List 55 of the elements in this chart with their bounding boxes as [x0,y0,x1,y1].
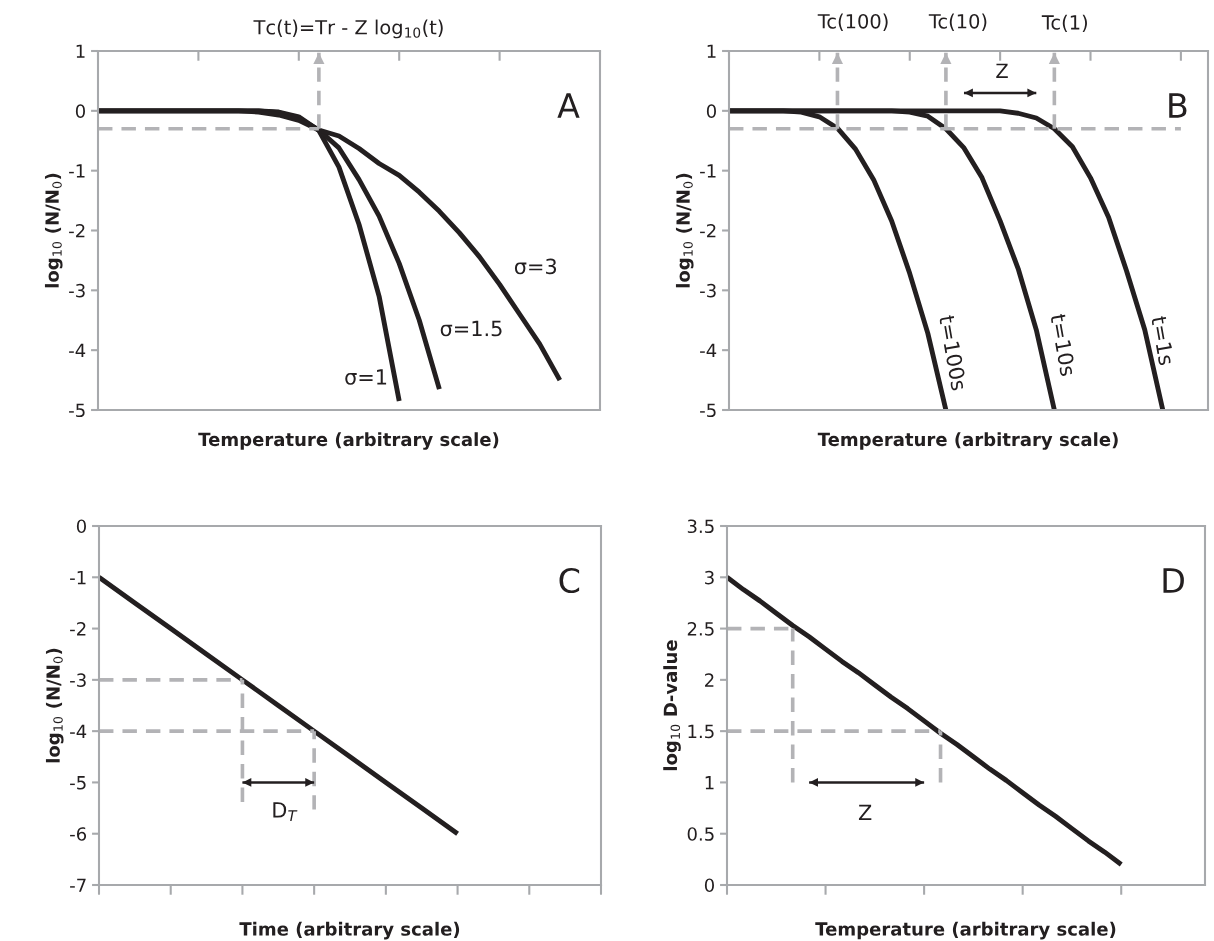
y-tick-label: 1 [705,776,714,790]
y-tick-label: -4 [700,343,717,358]
x-axis-title: Temperature (arbitrary scale) [815,921,1116,940]
x-axis-title: Time (arbitrary scale) [239,921,460,940]
y-tick-label: 0 [706,104,716,118]
y-tick-label: -2 [70,622,86,636]
x-axis-title: Temperature (arbitrary scale) [817,432,1118,450]
y-tick-label: -3 [70,673,86,687]
annotation: t=1s [1150,315,1175,366]
y-tick-label: -7 [70,878,86,892]
y-axis-title: log$_{10}$ (N/N$_{0}$) [45,648,64,763]
y-tick-label: 3.5 [687,519,714,534]
y-tick-label: -1 [700,164,716,178]
annotation: Z [996,63,1008,78]
text: Tc(100) [817,13,888,31]
y-tick-label: -3 [69,283,85,298]
y-tick-label: -1 [70,570,86,585]
text: Tc(10) [928,13,987,31]
y-tick-label: 0 [704,878,714,893]
y-tick-label: 1 [707,44,716,58]
y-tick-label: -1 [69,164,85,178]
y-axis-title: log$_{10}$ D-value [663,640,681,771]
annotation: σ=1 [345,369,387,385]
y-tick-label: 1 [76,44,85,58]
y-tick-label: -4 [69,343,86,358]
text: Tc(1) [1041,14,1087,32]
annotation: Z [858,804,872,821]
y-tick-label: 2 [705,673,714,687]
annotation: t=100s [938,314,968,391]
y-tick-label: -5 [700,403,716,418]
y-tick-label: -2 [700,223,716,238]
y-axis-title: log$_{10}$ (N/N$_{0}$) [675,173,694,288]
y-tick-label: 1.5 [688,724,714,739]
annotation: σ=1.5 [440,320,502,337]
annotation: A [557,93,580,118]
y-tick-label: 0.5 [687,827,714,841]
y-tick-label: -2 [69,223,85,238]
x-axis-title: Temperature (arbitrary scale) [198,432,499,450]
y-tick-label: 0 [76,519,86,534]
annotation: t=10s [1050,313,1077,377]
chart-title: Tc(t)=Tr - Z log$_{10}$(t) [253,19,443,39]
annotation: σ=3 [514,258,557,275]
y-tick-label: 3 [705,570,714,585]
y-tick-label: -6 [70,827,87,841]
y-tick-label: -4 [70,724,87,738]
y-tick-label: 2.5 [687,622,714,636]
annotation: D$_{T}$ [273,802,298,821]
annotation: B [1169,93,1187,118]
y-tick-label: -5 [69,403,85,418]
y-axis-title: log$_{10}$ (N/N$_{0}$) [44,173,63,288]
y-tick-label: 0 [75,104,85,118]
y-tick-label: -3 [700,283,716,298]
annotation: C [559,567,580,594]
y-tick-label: -5 [70,776,86,790]
text: D [1163,568,1184,593]
